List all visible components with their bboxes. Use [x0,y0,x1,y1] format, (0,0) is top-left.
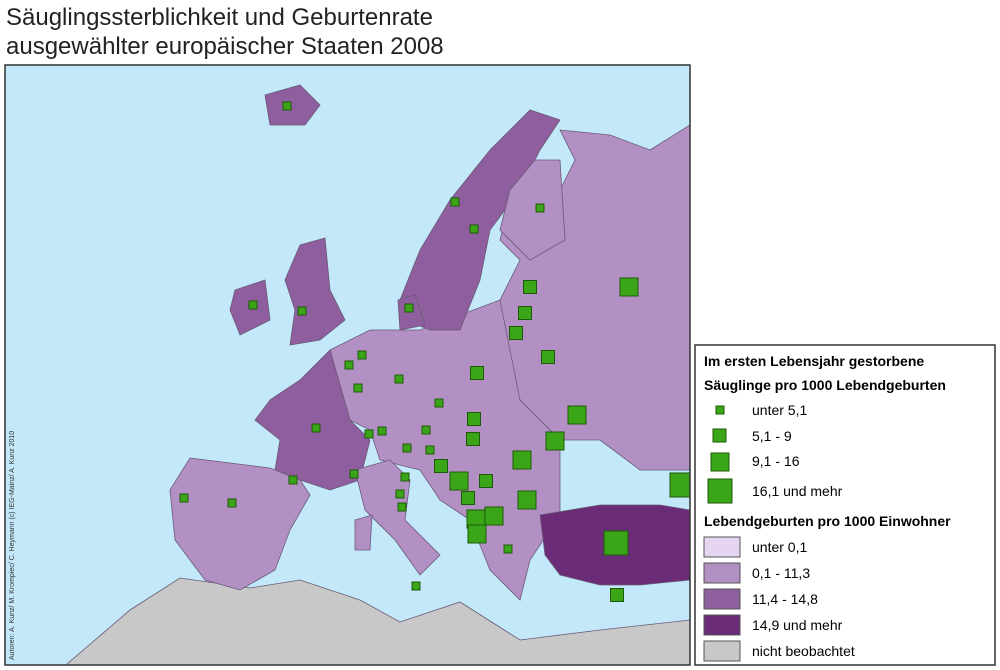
map-symbol [288,475,298,485]
legend-label: unter 5,1 [752,402,807,418]
map-symbol [567,405,587,425]
map-symbol [349,469,359,479]
map: Autoren: A. Kunz/ M. Krompiec/ C. Heyman… [4,64,691,666]
map-symbol [434,398,444,408]
map-symbol [517,490,537,510]
country [254,349,371,491]
legend-label: 14,9 und mehr [752,617,843,633]
map-symbol [450,197,460,207]
map-symbol [364,429,374,439]
legend-box [694,344,996,666]
africa [65,577,690,665]
map-symbol [394,374,404,384]
legend-swatch [703,640,741,662]
map-symbol [469,224,479,234]
legend: Im ersten Lebensjahr gestorbene Säugling… [694,344,996,666]
map-symbol [282,101,292,111]
country [264,84,321,126]
map-symbol [467,412,481,426]
map-symbol [395,489,405,499]
map-symbol [619,277,639,297]
map-symbol [535,203,545,213]
map-symbol [402,443,412,453]
map-symbol [400,472,410,482]
legend-title: Lebendgeburten pro 1000 Einwohner [704,513,951,529]
map-symbol [610,588,624,602]
map-frame [4,64,691,666]
legend-symbol [707,478,733,504]
map-symbol [357,350,367,360]
legend-label: 9,1 - 16 [752,453,800,469]
legend-title: Im ersten Lebensjahr gestorbene [704,353,924,369]
map-symbol [509,326,523,340]
map-symbol [523,280,537,294]
map-symbol [397,502,407,512]
legend-label: 11,4 - 14,8 [752,591,818,607]
map-symbol [479,474,493,488]
map-symbol [512,450,532,470]
map-symbol [467,524,487,544]
title-line: ausgewählter europäischer Staaten 2008 [6,33,444,60]
country [284,237,346,346]
legend-symbol [712,428,727,443]
legend-swatch [703,562,741,584]
credit: Autoren: A. Kunz/ M. Krompiec/ C. Heyman… [9,431,16,660]
legend-label: nicht beobachtet [752,643,855,659]
map-symbol [461,491,475,505]
country [354,514,373,551]
map-symbol [179,493,189,503]
map-symbol [434,459,448,473]
map-symbol [484,506,504,526]
legend-label: 5,1 - 9 [752,428,792,444]
map-symbol [449,471,469,491]
map-symbol [421,425,431,435]
map-symbol [311,423,321,433]
map-symbol [344,360,354,370]
legend-swatch [703,588,741,610]
legend-swatch [703,536,741,558]
legend-label: unter 0,1 [752,539,807,555]
map-symbol [603,530,629,556]
map-symbol [411,581,421,591]
legend-label: 0,1 - 11,3 [752,565,810,581]
map-symbol [541,350,555,364]
map-symbol [518,306,532,320]
map-symbol [353,383,363,393]
title-line: Säuglingssterblichkeit und Geburtenrate [6,4,433,31]
legend-title: Säuglinge pro 1000 Lebendgeburten [704,377,946,393]
map-symbol [425,445,435,455]
map-symbol [470,366,484,380]
legend-symbol [715,405,725,415]
map-symbol [545,431,565,451]
map-symbol [669,472,690,498]
legend-symbol [710,452,730,472]
map-symbol [466,432,480,446]
map-symbol [227,498,237,508]
map-symbol [297,306,307,316]
map-symbol [248,300,258,310]
legend-label: 16,1 und mehr [752,483,843,499]
legend-swatch [703,614,741,636]
map-symbol [503,544,513,554]
country [354,459,441,576]
map-symbol [377,426,387,436]
map-symbol [404,303,414,313]
country [499,159,566,261]
